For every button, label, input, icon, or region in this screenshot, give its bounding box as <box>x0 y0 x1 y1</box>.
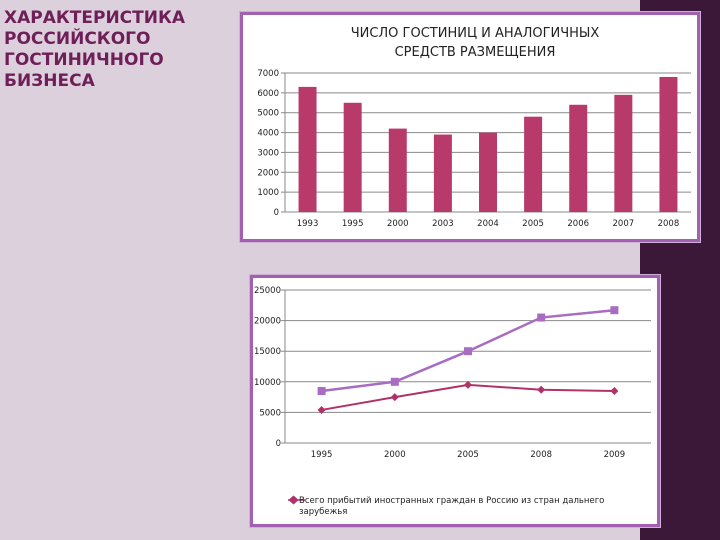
legend-label-line: зарубежья <box>299 507 347 517</box>
data-point-diamond <box>537 385 546 394</box>
y-tick-label: 0 <box>274 208 279 218</box>
bar <box>343 102 362 212</box>
data-point-diamond <box>317 405 326 414</box>
data-point-square <box>390 377 399 386</box>
data-point-diamond <box>390 393 399 402</box>
slide-title-line: БИЗНЕСА <box>4 71 95 91</box>
data-point-diamond <box>610 386 619 395</box>
x-tick-label: 2004 <box>477 219 499 229</box>
data-point-diamond <box>464 380 472 389</box>
y-tick-label: 20000 <box>254 317 281 327</box>
x-tick-label: 2008 <box>530 450 552 460</box>
x-tick-label: 2000 <box>387 219 409 229</box>
slide-title-line: ХАРАКТЕРИСТИКА <box>4 8 186 28</box>
y-tick-label: 10000 <box>254 378 281 388</box>
legend-label-line: Всего прибытий иностранных граждан в Рос… <box>299 496 604 506</box>
y-tick-label: 15000 <box>254 347 281 357</box>
y-tick-label: 0 <box>276 439 281 449</box>
slide-title: ХАРАКТЕРИСТИКА РОССИЙСКОГО ГОСТИНИЧНОГО … <box>4 8 229 92</box>
data-point-square <box>464 347 472 356</box>
x-tick-label: 2006 <box>567 219 589 229</box>
arrivals-line-chart: Всего прибытий иностранных граждан в Рос… <box>254 286 651 517</box>
bar <box>433 134 452 212</box>
bar <box>479 132 497 212</box>
y-tick-label: 4000 <box>257 129 279 139</box>
bar-chart-title-line: ЧИСЛО ГОСТИНИЦ И АНАЛОГИЧНЫХ <box>351 26 600 41</box>
x-tick-label: 1995 <box>311 450 333 460</box>
hotels-bar-chart: ЧИСЛО ГОСТИНИЦ И АНАЛОГИЧНЫХ СРЕДСТВ РАЗ… <box>257 26 691 229</box>
data-point-square <box>610 306 619 315</box>
x-tick-label: 2005 <box>457 450 479 460</box>
x-tick-label: 2005 <box>522 219 544 229</box>
y-tick-label: 6000 <box>257 89 279 99</box>
arrivals-line-chart-panel: Всего прибытий иностранных граждан в Рос… <box>250 275 660 527</box>
bar <box>614 94 633 212</box>
y-tick-label: 3000 <box>257 148 279 158</box>
slide-background-left <box>0 0 240 540</box>
x-tick-label: 2008 <box>658 219 680 229</box>
data-point-square <box>537 313 546 322</box>
x-tick-label: 2003 <box>432 219 454 229</box>
bar <box>524 116 543 212</box>
x-tick-label: 2000 <box>384 450 406 460</box>
bar-chart-title-line: СРЕДСТВ РАЗМЕЩЕНИЯ <box>395 45 556 60</box>
data-point-square <box>317 386 326 395</box>
y-tick-label: 5000 <box>259 408 281 418</box>
slide-title-line: ГОСТИНИЧНОГО <box>4 50 164 70</box>
y-tick-label: 5000 <box>257 109 279 119</box>
x-tick-label: 2009 <box>604 450 626 460</box>
bar <box>659 76 678 212</box>
y-tick-label: 1000 <box>257 188 279 198</box>
slide-title-line: РОССИЙСКОГО <box>4 29 151 49</box>
x-tick-label: 1995 <box>342 219 364 229</box>
x-tick-label: 2007 <box>613 219 635 229</box>
y-tick-label: 7000 <box>257 69 279 79</box>
y-tick-label: 25000 <box>254 286 281 296</box>
x-tick-label: 1993 <box>297 219 319 229</box>
legend-marker <box>288 495 305 505</box>
y-tick-label: 2000 <box>257 168 279 178</box>
hotels-bar-chart-panel: ЧИСЛО ГОСТИНИЦ И АНАЛОГИЧНЫХ СРЕДСТВ РАЗ… <box>240 12 700 242</box>
bar <box>569 104 588 212</box>
bar <box>298 86 317 212</box>
bar <box>388 128 407 212</box>
